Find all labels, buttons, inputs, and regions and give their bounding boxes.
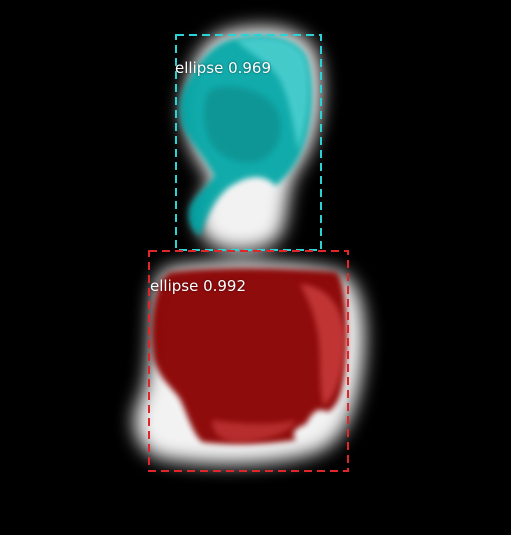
detection-label-2: ellipse 0.992	[150, 277, 246, 295]
bbox-ellipse-1	[175, 34, 322, 251]
detection-score-2: 0.992	[203, 277, 247, 295]
bbox-ellipse-2	[148, 250, 349, 472]
mask-ellipse-2	[152, 268, 347, 445]
mask-red-highlight	[300, 284, 345, 406]
mask-red	[152, 268, 347, 445]
mask-cyan-inner	[204, 86, 281, 163]
mask-ellipse-1	[179, 35, 313, 237]
mask-cyan-highlight	[236, 37, 309, 150]
detection-class-2: ellipse	[150, 277, 199, 295]
detection-score-1: 0.969	[228, 59, 272, 77]
detection-label-1: ellipse 0.969	[175, 59, 271, 77]
mask-red-lower-highlight	[212, 420, 296, 442]
detection-class-1: ellipse	[175, 59, 224, 77]
